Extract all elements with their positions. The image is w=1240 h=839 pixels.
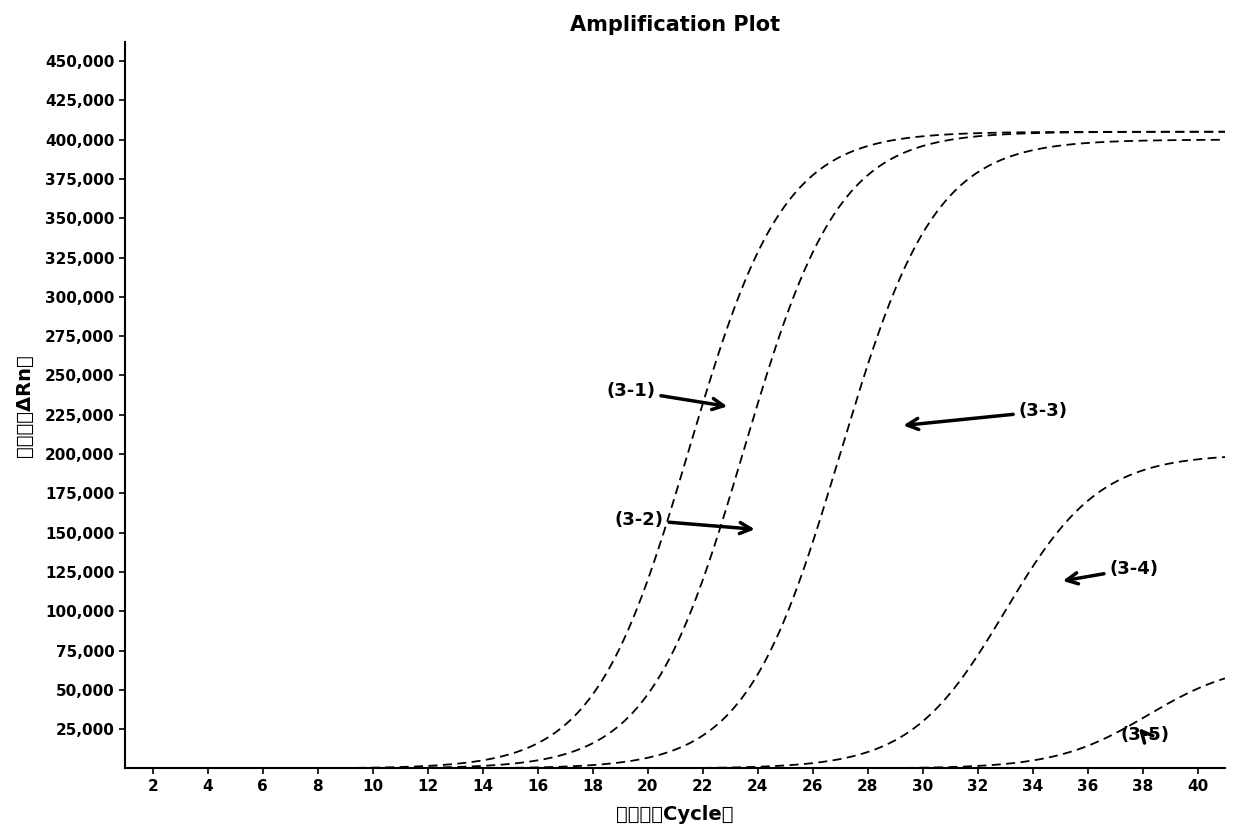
X-axis label: 循环数（Cycle）: 循环数（Cycle） xyxy=(616,805,734,824)
Text: (3-1): (3-1) xyxy=(606,382,723,409)
Text: (3-5): (3-5) xyxy=(1121,727,1169,744)
Text: (3-4): (3-4) xyxy=(1066,560,1158,584)
Y-axis label: 荧光值（ΔRn）: 荧光值（ΔRn） xyxy=(15,354,33,456)
Text: (3-3): (3-3) xyxy=(908,402,1068,430)
Text: (3-2): (3-2) xyxy=(615,511,751,534)
Title: Amplification Plot: Amplification Plot xyxy=(570,15,780,35)
